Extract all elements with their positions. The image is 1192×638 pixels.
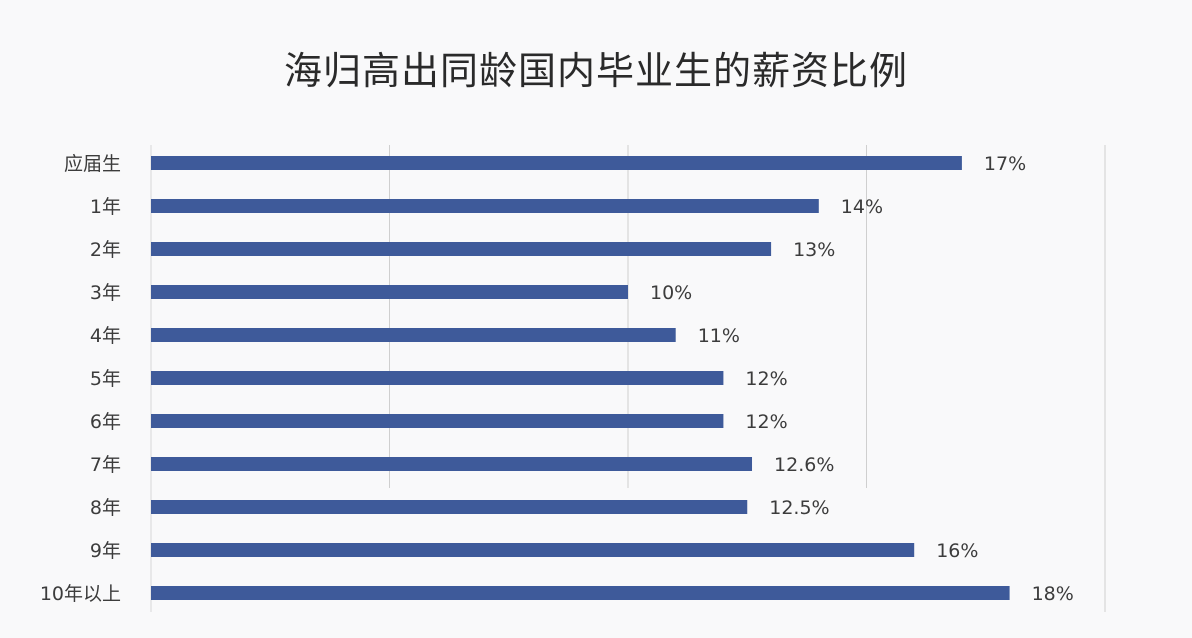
category-label-8: 8年 — [90, 497, 121, 519]
data-label-4: 11% — [698, 325, 740, 347]
bar-0 — [151, 156, 962, 170]
data-label-10: 18% — [1032, 583, 1074, 605]
category-label-6: 6年 — [90, 411, 121, 433]
data-label-7: 12.6% — [774, 454, 834, 476]
category-label-2: 2年 — [90, 239, 121, 261]
category-label-4: 4年 — [90, 325, 121, 347]
data-label-1: 14% — [841, 196, 883, 218]
bar-5 — [151, 371, 724, 385]
chart-title: 海归高出同龄国内毕业生的薪资比例 — [283, 49, 908, 93]
bar-6 — [151, 414, 724, 428]
category-label-5: 5年 — [90, 368, 121, 390]
bar-7 — [151, 457, 753, 471]
bar-2 — [151, 242, 772, 256]
bar-3 — [151, 285, 628, 299]
bar-9 — [151, 543, 915, 557]
data-label-5: 12% — [745, 368, 787, 390]
bar-4 — [151, 328, 676, 342]
bar-1 — [151, 199, 819, 213]
bar-10 — [151, 586, 1010, 600]
data-label-9: 16% — [936, 540, 978, 562]
bar-8 — [151, 500, 748, 514]
data-label-3: 10% — [650, 282, 692, 304]
category-label-0: 应届生 — [64, 153, 121, 175]
category-label-10: 10年以上 — [40, 583, 121, 605]
category-label-1: 1年 — [90, 196, 121, 218]
data-label-2: 13% — [793, 239, 835, 261]
category-label-7: 7年 — [90, 454, 121, 476]
category-label-9: 9年 — [90, 540, 121, 562]
data-label-6: 12% — [745, 411, 787, 433]
category-label-3: 3年 — [90, 282, 121, 304]
data-label-0: 17% — [984, 153, 1026, 175]
data-label-8: 12.5% — [769, 497, 829, 519]
